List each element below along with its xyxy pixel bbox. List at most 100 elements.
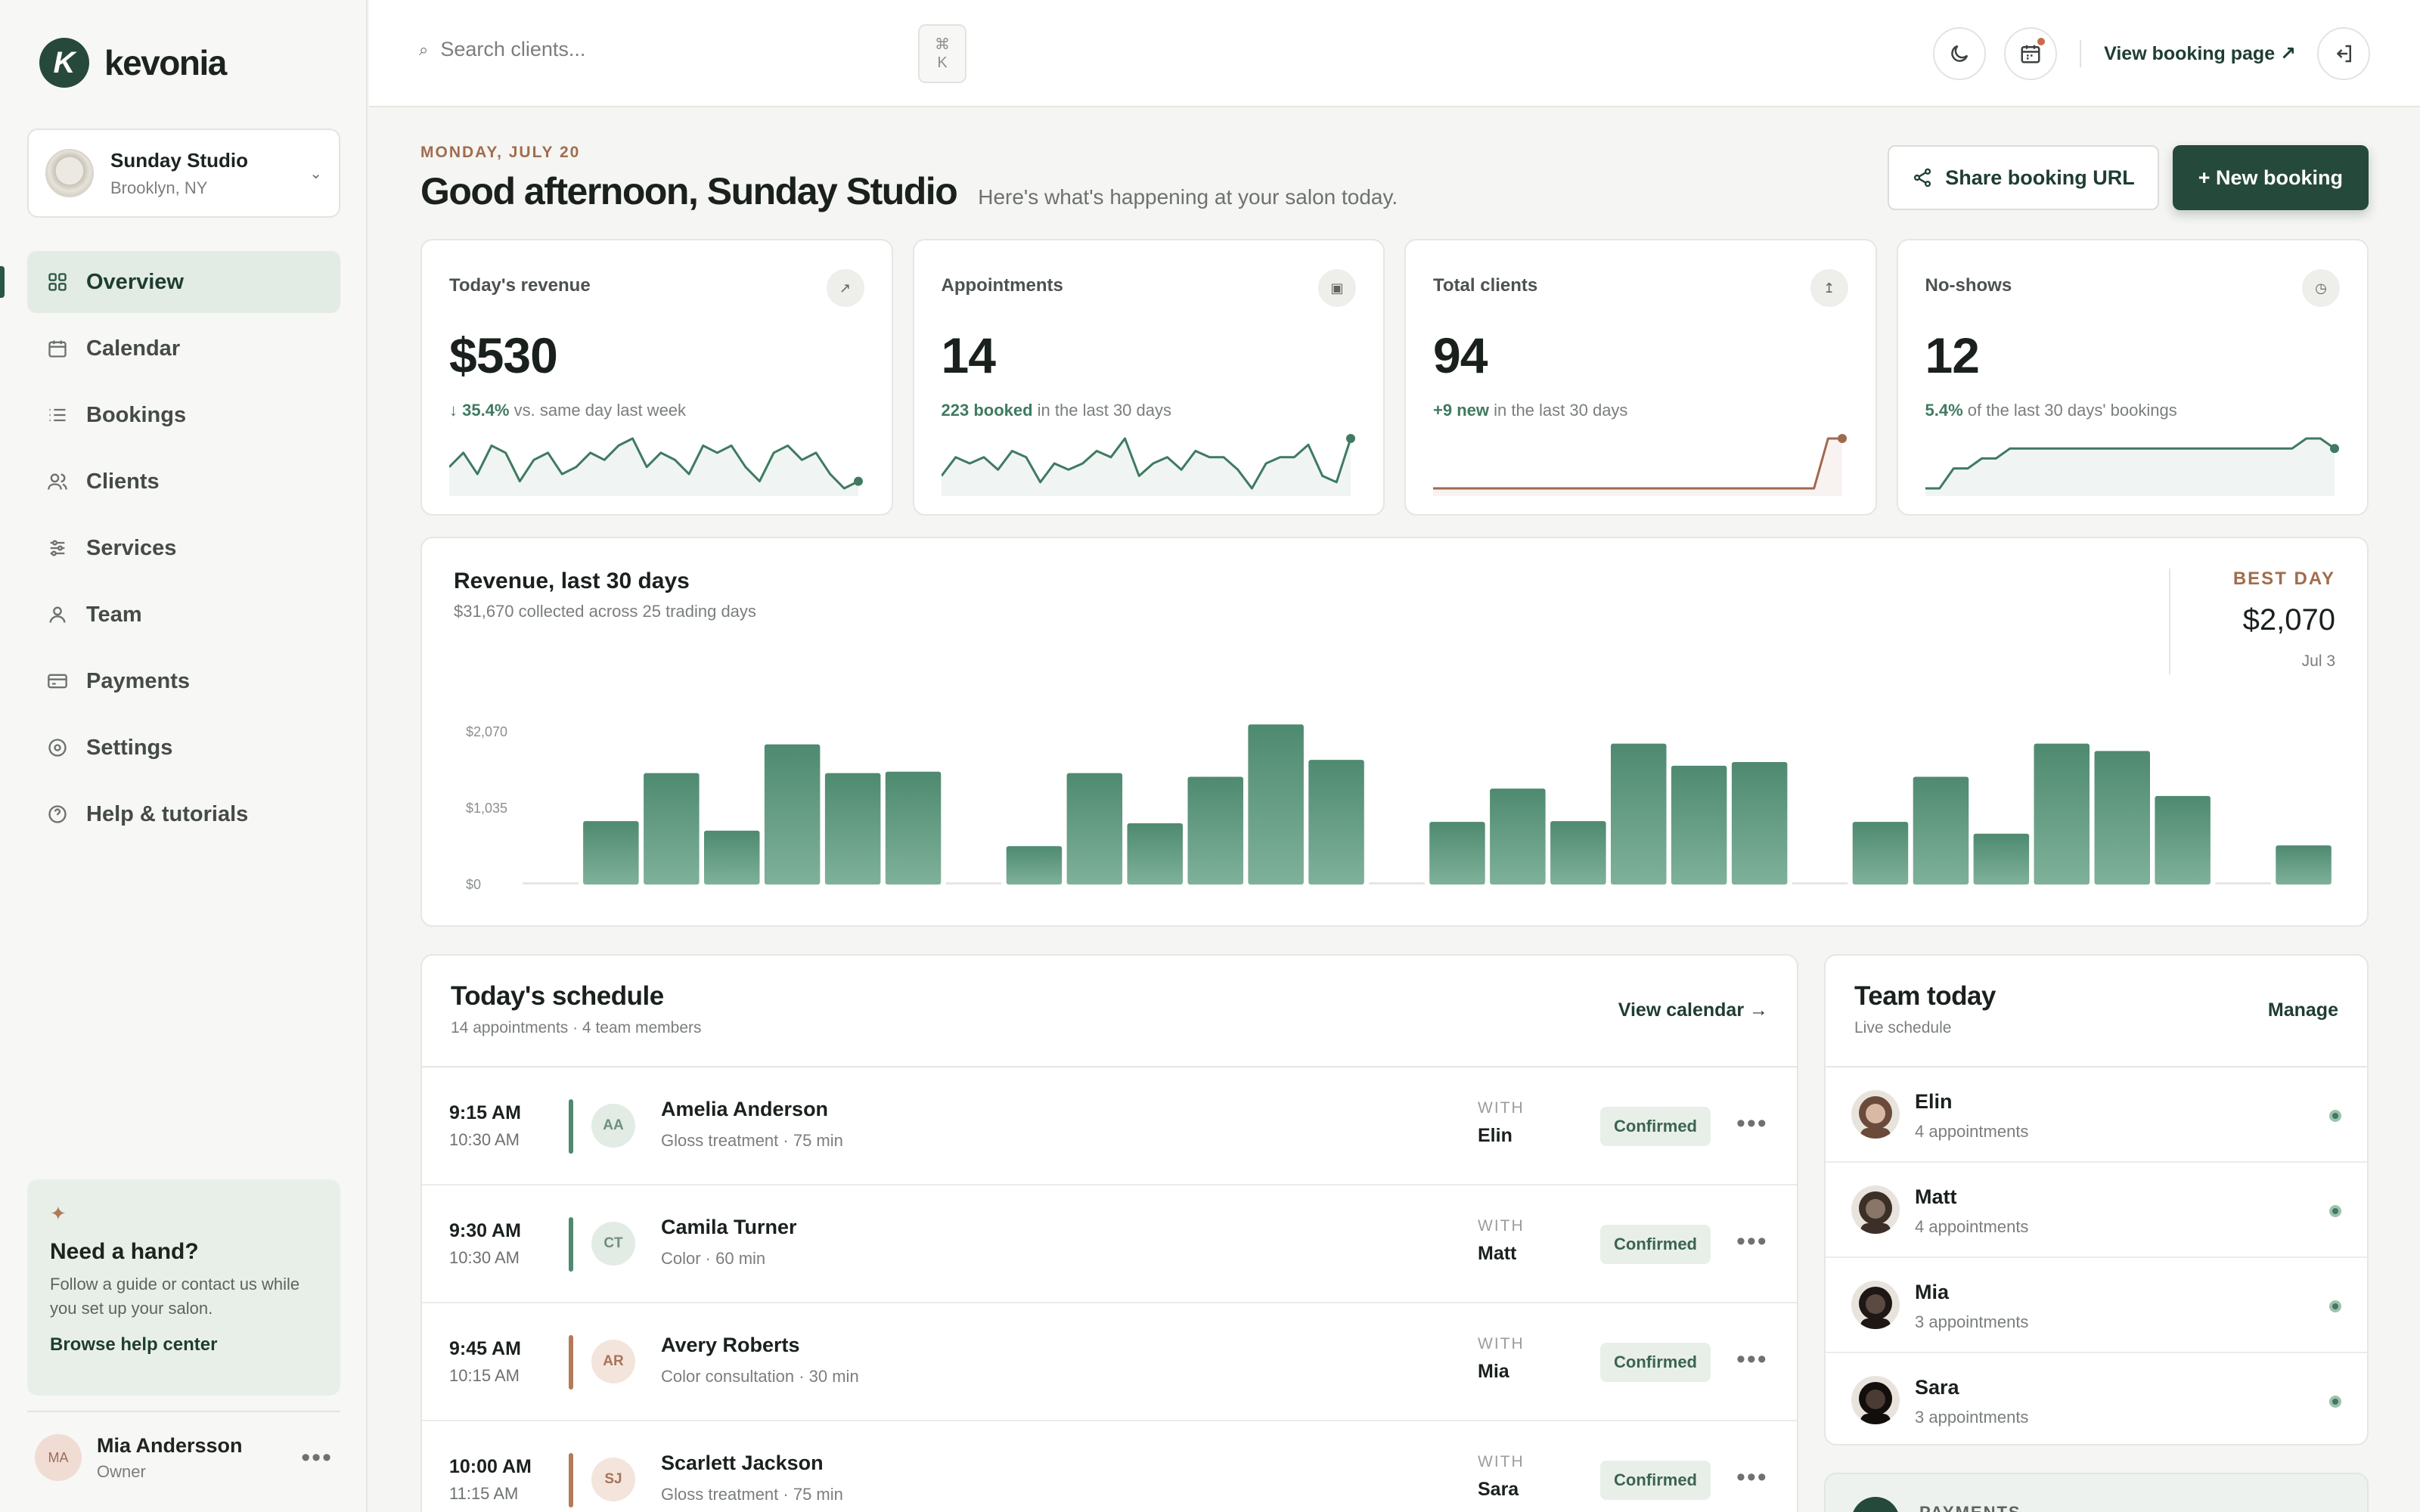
chart-bar (2276, 845, 2332, 885)
best-day-date: Jul 3 (2301, 652, 2335, 670)
chart-bar-empty (2215, 882, 2271, 885)
view-calendar-link[interactable]: View calendar → (1618, 999, 1768, 1021)
chart-bar (764, 744, 821, 885)
team-member-row[interactable]: Elin 4 appointments (1826, 1067, 2367, 1163)
sidebar: K kevonia Sunday Studio Brooklyn, NY ⌄ O… (0, 0, 368, 1512)
team-member-row[interactable]: Matt 4 appointments (1826, 1163, 2367, 1258)
more-icon[interactable]: ••• (301, 1442, 333, 1472)
y-tick-label: $1,035 (466, 801, 507, 816)
schedule-title: Today's schedule (451, 981, 664, 1011)
view-booking-page-link[interactable]: View booking page ↗ (2104, 43, 2296, 64)
stat-card-clients[interactable]: Total clients ↥ 94 +9 new in the last 30… (1404, 239, 1877, 516)
status-badge: Confirmed (1600, 1343, 1711, 1382)
sidebar-item-team[interactable]: Team (27, 584, 340, 646)
stat-rest: vs. same day last week (509, 401, 687, 420)
stats-row: Today's revenue ↗ $530 ↓ 35.4% vs. same … (420, 239, 2369, 516)
end-time: 11:15 AM (449, 1484, 519, 1503)
stat-card-appointments[interactable]: Appointments ▣ 14 223 booked in the last… (912, 239, 1385, 516)
team-member-name: Mia (1915, 1281, 1950, 1303)
end-time: 10:30 AM (449, 1248, 520, 1267)
share-booking-url-button[interactable]: Share booking URL (1888, 145, 2159, 210)
team-member-row[interactable]: Mia 3 appointments (1826, 1258, 2367, 1353)
avatar (1851, 1090, 1900, 1139)
sparkline-end-dot (1345, 434, 1355, 443)
chart-bar (583, 821, 639, 885)
appointment-row[interactable]: 10:00 AM 11:15 AM SJ Scarlett Jackson Gl… (422, 1421, 1797, 1512)
avatar (1851, 1281, 1900, 1329)
sidebar-item-settings[interactable]: Settings (27, 717, 340, 779)
sidebar-item-label: Calendar (86, 336, 181, 361)
more-icon[interactable]: ••• (1736, 1109, 1768, 1138)
appointment-row[interactable]: 9:45 AM 10:15 AM AR Avery Roberts Color … (422, 1303, 1797, 1421)
payments-label: PAYMENTS (1919, 1503, 2021, 1512)
sidebar-item-help[interactable]: Help & tutorials (27, 783, 340, 845)
chart-bar (1248, 724, 1304, 885)
status-badge: Confirmed (1600, 1107, 1711, 1146)
avatar: SJ (591, 1458, 635, 1501)
sparkline-end-dot (854, 476, 863, 486)
online-status-dot (2329, 1396, 2341, 1408)
studio-location: Brooklyn, NY (110, 178, 208, 197)
stat-highlight: +9 new (1433, 401, 1489, 420)
appointment-row[interactable]: 9:30 AM 10:30 AM CT Camila Turner Color … (422, 1185, 1797, 1303)
moon-icon (1951, 45, 1969, 62)
end-time: 10:15 AM (449, 1366, 520, 1385)
search-input[interactable] (440, 38, 864, 61)
staff-name: Matt (1478, 1243, 1517, 1264)
list-icon (47, 404, 68, 426)
y-tick-label: $2,070 (466, 724, 507, 739)
sidebar-item-label: Help & tutorials (86, 801, 249, 826)
service-info: Gloss treatment · 75 min (661, 1485, 843, 1504)
sidebar-item-overview[interactable]: Overview (0, 251, 340, 313)
calendar-notifications-button[interactable] (2004, 27, 2058, 80)
chart-bar (2155, 795, 2211, 885)
team-member-name: Elin (1915, 1090, 1953, 1113)
more-icon[interactable]: ••• (1736, 1227, 1768, 1256)
user-profile[interactable]: MA Mia Andersson Owner ••• (27, 1411, 340, 1494)
sparkline (1433, 434, 1847, 496)
brand[interactable]: K kevonia (39, 38, 227, 88)
with-label: WITH (1478, 1453, 1525, 1470)
stat-card-noshows[interactable]: No-shows ◷ 12 5.4% of the last 30 days' … (1896, 239, 2369, 516)
square-icon: ▣ (1318, 269, 1356, 307)
help-description: Follow a guide or contact us while you s… (50, 1275, 300, 1318)
browse-help-link[interactable]: Browse help center (50, 1334, 218, 1355)
avatar: CT (591, 1222, 635, 1266)
staff-name: Mia (1478, 1361, 1509, 1382)
sidebar-item-clients[interactable]: Clients (27, 451, 340, 513)
chart-bar (2094, 751, 2150, 885)
chart-bar (1490, 789, 1546, 885)
team-card: Team today Live schedule Manage Elin 4 a… (1824, 954, 2369, 1445)
appointment-row[interactable]: 9:15 AM 10:30 AM AA Amelia Anderson Glos… (422, 1067, 1797, 1185)
brand-name: kevonia (104, 43, 227, 82)
keyboard-shortcut-hint: ⌘ K (918, 24, 966, 83)
sidebar-item-bookings[interactable]: Bookings (27, 384, 340, 446)
sidebar-item-calendar[interactable]: Calendar (27, 318, 340, 380)
sidebar-item-services[interactable]: Services (27, 517, 340, 579)
stat-subtext: 5.4% of the last 30 days' bookings (1925, 401, 2341, 420)
manage-team-link[interactable]: Manage (2267, 999, 2338, 1021)
sidebar-item-label: Bookings (86, 402, 187, 427)
y-tick-label: $0 (466, 877, 481, 892)
new-booking-button[interactable]: + New booking (2172, 145, 2369, 210)
stat-card-revenue[interactable]: Today's revenue ↗ $530 ↓ 35.4% vs. same … (420, 239, 893, 516)
help-card: ✦ Need a hand? Follow a guide or contact… (27, 1179, 340, 1396)
logout-icon (2336, 45, 2351, 63)
more-icon[interactable]: ••• (1736, 1463, 1768, 1492)
sparkline (1925, 437, 2339, 496)
chart-bar-empty (523, 882, 579, 885)
theme-toggle-button[interactable] (1933, 27, 1987, 80)
appointment-time: 9:45 AM 10:15 AM (449, 1338, 521, 1386)
logout-button[interactable] (2317, 27, 2370, 80)
sidebar-item-payments[interactable]: Payments (27, 650, 340, 712)
sparkline-area (449, 438, 858, 496)
appointment-accent-bar (569, 1453, 573, 1507)
sparkline-line (449, 437, 859, 490)
team-member-row[interactable]: Sara 3 appointments (1826, 1353, 2367, 1444)
studio-switcher[interactable]: Sunday Studio Brooklyn, NY ⌄ (27, 129, 340, 218)
studio-name: Sunday Studio (110, 148, 248, 172)
payments-card[interactable]: PAYMENTS (1824, 1473, 2369, 1512)
team-member-name: Matt (1915, 1185, 1957, 1208)
stat-label: Total clients (1433, 275, 1538, 296)
more-icon[interactable]: ••• (1736, 1345, 1768, 1374)
